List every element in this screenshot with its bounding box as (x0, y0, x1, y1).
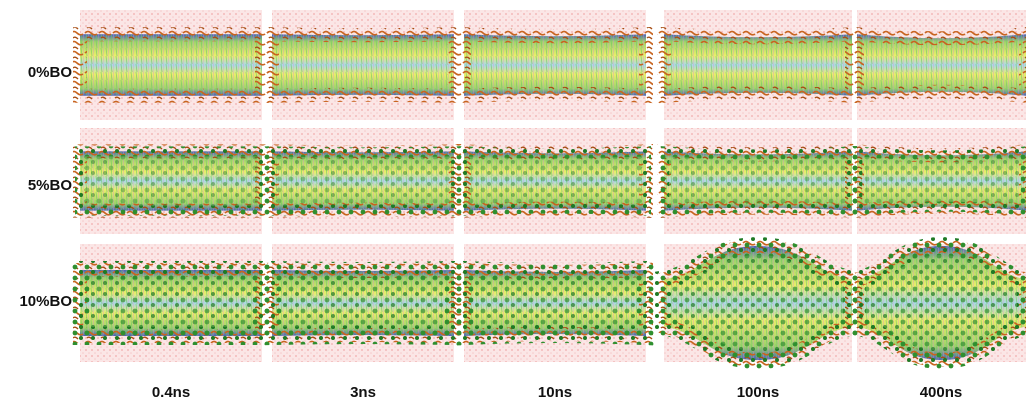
snapshot-panel (272, 128, 454, 234)
snapshot-panel (80, 10, 262, 120)
row-label: 10%BO (19, 293, 72, 310)
bo-molecules (80, 151, 262, 210)
snapshot-panel (464, 128, 646, 234)
snapshot-panel (857, 128, 1026, 234)
snapshot-panel (272, 10, 454, 120)
column-label: 400ns (920, 384, 963, 401)
lipid-tails (80, 34, 262, 96)
column-label: 0.4ns (152, 384, 190, 401)
figure: 0%BO 5%BO 10%BO 0.4ns 3ns 10ns 100ns 400ns (0, 0, 1026, 405)
column-label: 10ns (538, 384, 572, 401)
lipid-tails (272, 34, 454, 96)
snapshot-panel (664, 244, 852, 362)
snapshot-panel (464, 244, 646, 362)
bo-molecules (272, 151, 454, 210)
column-label: 100ns (737, 384, 780, 401)
snapshot-panel (857, 10, 1026, 120)
row-label: 5%BO (28, 177, 73, 194)
snapshot-panel (80, 244, 262, 362)
snapshot-panel (272, 244, 454, 362)
snapshot-panel (464, 10, 646, 120)
lipid-tails (464, 34, 646, 96)
row-label: 0%BO (28, 64, 73, 81)
snapshot-panel (857, 244, 1026, 362)
column-label: 3ns (350, 384, 376, 401)
bo-molecules (464, 151, 646, 210)
bo-molecules (664, 151, 852, 210)
snapshot-panel (664, 10, 852, 120)
snapshot-panel (664, 128, 852, 234)
snapshot-panel (80, 128, 262, 234)
bo-molecules (80, 270, 262, 336)
